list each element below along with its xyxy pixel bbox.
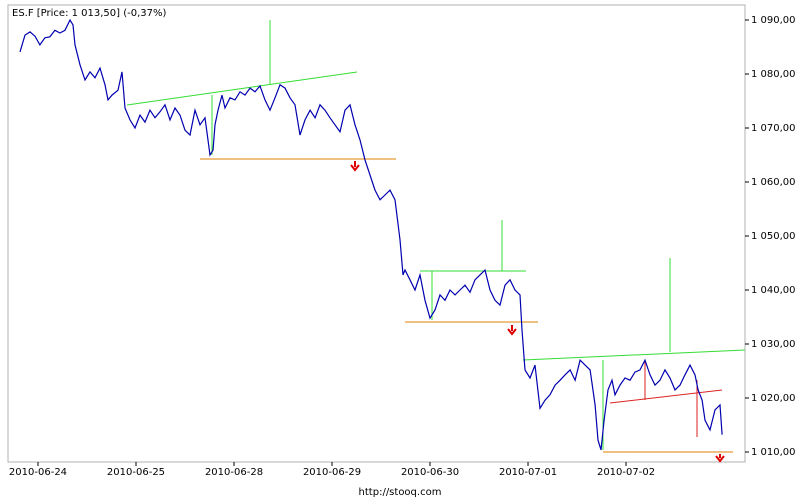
y-tick-label: 1 030,00 bbox=[751, 339, 796, 350]
footer: http://stooq.com bbox=[359, 487, 442, 498]
x-tick-label: 2010-07-02 bbox=[597, 467, 655, 478]
trend-line bbox=[126, 71, 358, 106]
y-tick-label: 1 050,00 bbox=[751, 231, 796, 242]
arrow bbox=[507, 325, 517, 336]
y-tick-label: 1 010,00 bbox=[751, 447, 796, 458]
trend-line bbox=[609, 389, 723, 404]
y-tick-label: 1 040,00 bbox=[751, 285, 796, 296]
plot-frame bbox=[7, 4, 746, 463]
trend-line bbox=[522, 349, 746, 361]
arrow bbox=[350, 161, 360, 172]
x-tick-label: 2010-06-24 bbox=[9, 467, 67, 478]
arrow bbox=[715, 454, 725, 463]
annotations bbox=[126, 20, 746, 463]
x-tick-label: 2010-06-28 bbox=[205, 467, 263, 478]
y-tick-label: 1 020,00 bbox=[751, 393, 796, 404]
y-tick-label: 1 060,00 bbox=[751, 177, 796, 188]
y-tick-label: 1 090,00 bbox=[751, 15, 796, 26]
y-tick-label: 1 070,00 bbox=[751, 123, 796, 134]
chart-title: ES.F [Price: 1 013,50] (-0,37%) bbox=[12, 8, 167, 19]
y-tick-label: 1 080,00 bbox=[751, 69, 796, 80]
x-tick-label: 2010-06-29 bbox=[303, 467, 361, 478]
x-tick-label: 2010-06-30 bbox=[401, 467, 459, 478]
x-tick-label: 2010-07-01 bbox=[499, 467, 557, 478]
price-line bbox=[19, 18, 723, 451]
x-tick-label: 2010-06-25 bbox=[107, 467, 165, 478]
